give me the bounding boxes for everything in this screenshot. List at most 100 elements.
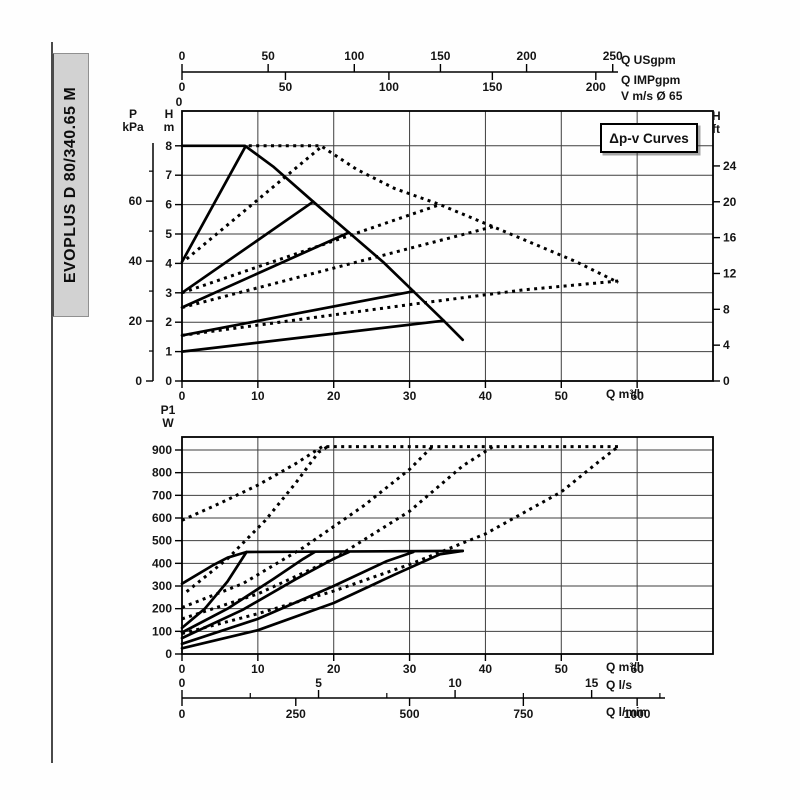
lmin-tick-label: 500 xyxy=(400,707,420,721)
ft-tick-label: 20 xyxy=(723,195,737,209)
series-dpv4-single xyxy=(180,289,415,337)
series-dpv5-single xyxy=(180,319,446,353)
ft-tick-label: 4 xyxy=(723,338,730,352)
pressure-axis-title-line2: kPa xyxy=(122,120,144,134)
x-tick-label: 0 xyxy=(179,662,186,676)
x-tick-label: 10 xyxy=(251,662,265,676)
x-tick-label: 50 xyxy=(555,389,569,403)
head-m-tick-label: 7 xyxy=(165,168,172,182)
series-p4-parallel xyxy=(181,445,620,636)
head-m-tick-label: 0 xyxy=(165,374,172,388)
flow-m3h-axis-label-bottom: Q m³/h xyxy=(606,660,644,674)
head-m-tick-label: 6 xyxy=(165,198,172,212)
impgpm-tick-label: 200 xyxy=(586,80,606,94)
ft-tick-label: 16 xyxy=(723,231,737,245)
vms-tick-label: 0 xyxy=(176,95,183,109)
model-label-box: EVOPLUS D 80/340.65 M xyxy=(52,53,89,317)
head-m-tick-label: 2 xyxy=(165,315,172,329)
series-pmax-single xyxy=(180,549,465,586)
usgpm-tick-label: 150 xyxy=(430,49,450,63)
x-tick-label: 60 xyxy=(630,389,644,403)
impgpm-tick-label: 100 xyxy=(379,80,399,94)
power-axis-title: P1 W xyxy=(153,404,183,430)
series-p3-parallel xyxy=(181,445,494,621)
lmin-tick-label: 250 xyxy=(286,707,306,721)
head-m-tick-label: 5 xyxy=(165,227,172,241)
usgpm-tick-label: 50 xyxy=(261,49,275,63)
flow-lmin-axis-label: Q l/min xyxy=(606,705,647,719)
head-m-tick-label: 8 xyxy=(165,139,172,153)
power-tick-label: 0 xyxy=(165,647,172,661)
series-p1-parallel xyxy=(185,445,329,593)
x-tick-label: 30 xyxy=(403,662,417,676)
x-tick-label: 20 xyxy=(327,389,341,403)
series-p5-single xyxy=(180,549,465,650)
x-tick-label: 30 xyxy=(403,389,417,403)
power-chart-frame xyxy=(181,436,714,655)
power-tick-label: 800 xyxy=(152,466,172,480)
series-p4-single xyxy=(180,550,415,646)
head-chart-frame xyxy=(181,110,714,382)
flow-m3h-axis-label-top: Q m³/h xyxy=(606,387,644,401)
kpa-tick-label: 20 xyxy=(129,314,143,328)
series-dpv2-single xyxy=(180,200,315,295)
head-m-tick-label: 1 xyxy=(165,345,172,359)
series-p3-single xyxy=(180,550,351,640)
power-axis-title-line1: P1 xyxy=(160,403,176,417)
head-ft-axis-title-line2: ft xyxy=(712,122,720,136)
usgpm-tick-label: 0 xyxy=(179,49,186,63)
power-tick-label: 300 xyxy=(152,579,172,593)
ft-tick-label: 12 xyxy=(723,266,737,280)
series-dpv3-single xyxy=(180,231,351,309)
usgpm-tick-label: 250 xyxy=(603,49,623,63)
power-axis-title-line2: W xyxy=(162,416,174,430)
ls-tick-label: 0 xyxy=(179,676,186,690)
x-tick-label: 60 xyxy=(630,662,644,676)
head-m-tick-label: 3 xyxy=(165,286,172,300)
ls-tick-label: 10 xyxy=(448,676,462,690)
x-tick-label: 20 xyxy=(327,662,341,676)
ls-tick-label: 15 xyxy=(585,676,599,690)
head-ft-axis-title: H ft xyxy=(712,110,734,136)
power-tick-label: 700 xyxy=(152,488,172,502)
impgpm-tick-label: 150 xyxy=(482,80,502,94)
vertical-rule xyxy=(51,42,53,763)
ft-tick-label: 8 xyxy=(723,302,730,316)
power-tick-label: 200 xyxy=(152,602,172,616)
impgpm-axis-label: Q IMPgpm xyxy=(621,73,681,87)
series-dpv3-parallel xyxy=(181,225,494,309)
dpv-curves-label: Δp-v Curves xyxy=(609,130,689,146)
head-m-tick-label: 4 xyxy=(165,256,172,270)
head-ft-axis-title-line1: H xyxy=(712,109,721,123)
power-tick-label: 600 xyxy=(152,511,172,525)
head-m-axis-title: H m xyxy=(159,108,179,134)
series-p2-parallel xyxy=(181,445,434,609)
x-tick-label: 40 xyxy=(479,662,493,676)
x-tick-label: 0 xyxy=(179,389,186,403)
x-tick-label: 10 xyxy=(251,389,265,403)
ft-tick-label: 24 xyxy=(723,159,737,173)
head-m-axis-title-line2: m xyxy=(163,120,175,134)
power-tick-label: 100 xyxy=(152,624,172,638)
usgpm-tick-label: 100 xyxy=(344,49,364,63)
lmin-tick-label: 1000 xyxy=(624,707,651,721)
pressure-axis-title: P kPa xyxy=(116,108,150,134)
pressure-axis-title-line1: P xyxy=(128,107,137,121)
usgpm-tick-label: 200 xyxy=(517,49,537,63)
impgpm-tick-label: 0 xyxy=(179,80,186,94)
dpv-curves-badge: Δp-v Curves xyxy=(600,123,698,153)
series-pmax-parallel xyxy=(181,445,619,522)
power-tick-label: 500 xyxy=(152,534,172,548)
lmin-tick-label: 0 xyxy=(179,707,186,721)
power-tick-label: 400 xyxy=(152,556,172,570)
x-tick-label: 50 xyxy=(555,662,569,676)
series-p2-single xyxy=(180,550,317,634)
velocity-axis-label: V m/s Ø 65 xyxy=(621,89,683,103)
series-dpv1-single xyxy=(180,145,247,264)
x-tick-label: 40 xyxy=(479,389,493,403)
flow-ls-axis-label: Q l/s xyxy=(606,678,633,692)
ft-tick-label: 0 xyxy=(723,374,730,388)
head-m-axis-title-line1: H xyxy=(164,107,174,121)
